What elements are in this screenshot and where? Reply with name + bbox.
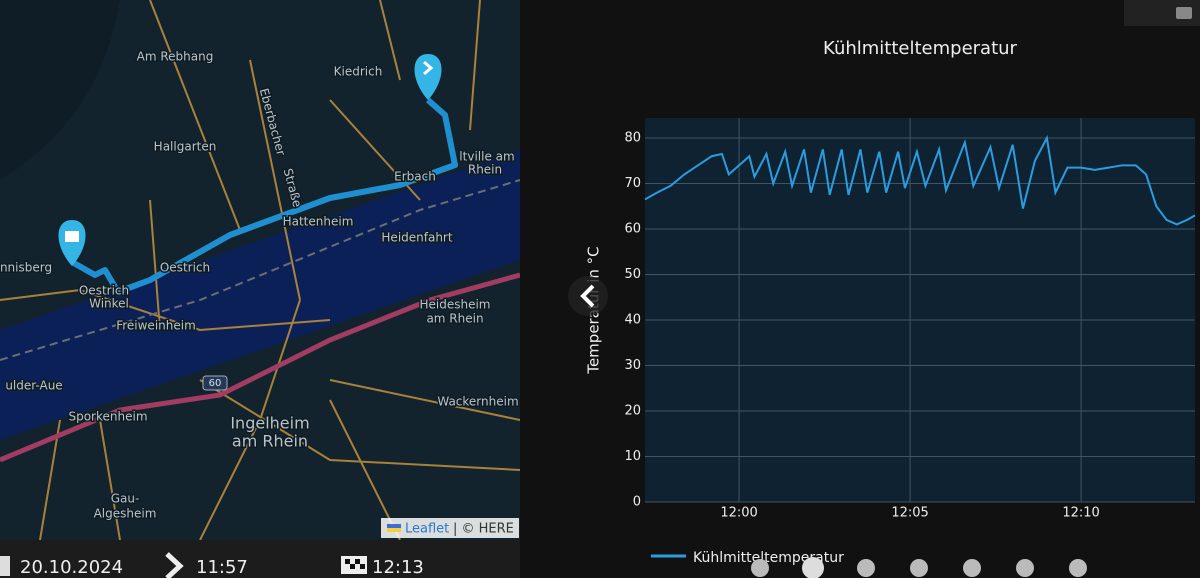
start-icon — [165, 552, 184, 578]
forest — [0, 0, 120, 180]
highway — [0, 272, 521, 463]
map-label: Algesheim — [94, 507, 157, 521]
map-label: am Rhein — [232, 432, 308, 451]
y-tick-label: 30 — [624, 358, 641, 373]
footer — [0, 540, 520, 578]
date: 20.10.2024 — [20, 557, 123, 578]
map-label: Kiedrich — [334, 65, 383, 79]
attribution-text: | © HERE — [453, 522, 514, 537]
river — [0, 150, 520, 440]
chart-title: Kühlmitteltemperatur — [823, 38, 1018, 59]
map-label: Rhein — [468, 163, 502, 177]
prev-icon — [580, 284, 595, 308]
map-label: am Rhein — [426, 312, 483, 326]
map-label: Erbach — [394, 170, 436, 184]
map-label: Oestrich — [79, 284, 129, 298]
calendar-icon — [0, 556, 10, 576]
data-line — [644, 134, 1196, 226]
end-marker[interactable] — [58, 220, 86, 266]
map-label: Ingelheim — [230, 414, 309, 433]
road-shield-label: 60 — [209, 378, 222, 389]
start-time: 11:57 — [196, 557, 248, 578]
map-label: Winkel — [89, 297, 129, 311]
y-tick-label: 40 — [624, 313, 641, 328]
y-tick-label: 70 — [624, 176, 641, 191]
y-tick-label: 80 — [624, 131, 641, 146]
y-tick-label: 50 — [624, 267, 641, 282]
map-label: Am Rebhang — [137, 50, 214, 64]
attribution — [381, 518, 519, 538]
map-label: ltville am — [459, 150, 514, 164]
map-label: Heidesheim — [419, 298, 490, 312]
prev-button[interactable] — [568, 276, 608, 316]
x-tick-label: 12:00 — [720, 506, 757, 521]
roads — [0, 0, 521, 541]
map-label: Freiweinheim — [116, 319, 196, 333]
x-tick-label: 12:10 — [1062, 506, 1099, 521]
route — [70, 97, 458, 295]
plot-area — [645, 118, 1195, 502]
y-tick-label: 10 — [624, 449, 641, 464]
map-label: Heidenfahrt — [381, 231, 452, 245]
y-tick-label: 0 — [633, 495, 641, 510]
start-marker[interactable] — [414, 54, 442, 100]
end-time: 12:13 — [372, 557, 424, 578]
y-tick-label: 20 — [624, 404, 641, 419]
map-label: Hallgarten — [154, 140, 217, 154]
page-dots[interactable] — [751, 557, 1087, 578]
map-label: Gau- — [111, 492, 140, 506]
map-label: Hattenheim — [283, 215, 354, 229]
flag-icon — [341, 556, 367, 574]
map-label: ulder-Aue — [5, 379, 62, 393]
map-label: nnisberg — [0, 261, 52, 275]
attribution-link[interactable]: Leaflet — [405, 522, 449, 537]
camera-icon[interactable] — [1176, 7, 1192, 19]
road-shield — [202, 375, 228, 391]
map-label: Sporkenheim — [68, 410, 147, 424]
map-label: Wackernheim — [437, 395, 518, 409]
y-tick-label: 60 — [624, 222, 641, 237]
x-tick-label: 12:05 — [891, 506, 928, 521]
map-label: Oestrich — [160, 261, 210, 275]
railway — [0, 179, 521, 361]
